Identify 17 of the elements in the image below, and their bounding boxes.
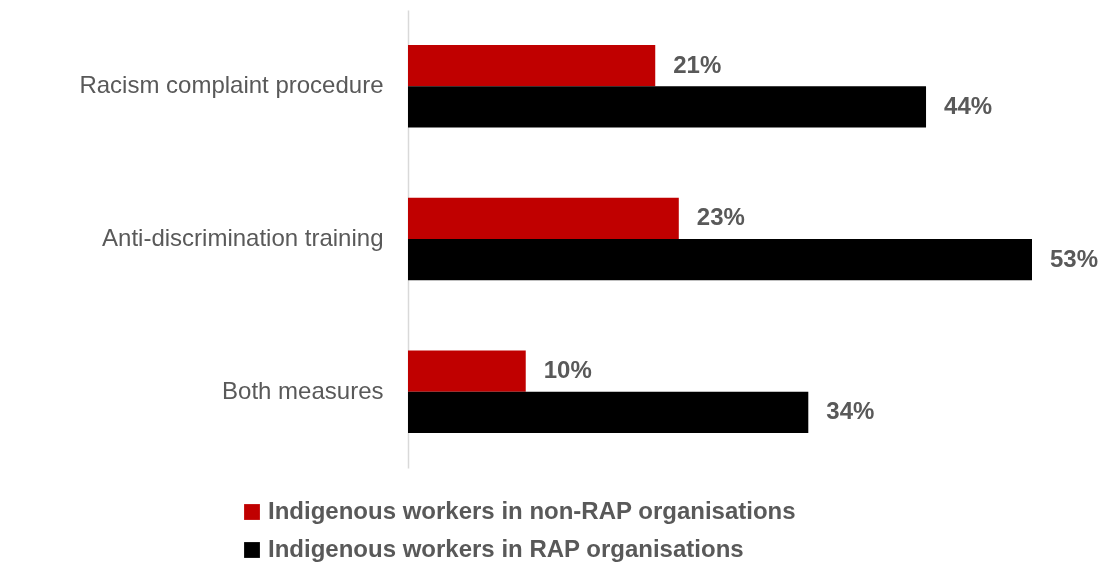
y-tick-label: Both measures [222, 376, 384, 404]
data-label: 10% [543, 356, 592, 384]
legend-label: Indigenous workers in non-RAP organisations [268, 497, 796, 524]
y-tick-label: Anti-discrimination training [102, 224, 384, 251]
data-label: 34% [826, 397, 875, 425]
legend-label: Indigenous workers in RAP organisations [268, 535, 744, 562]
bar [408, 350, 526, 392]
bar [408, 391, 809, 433]
bar [408, 86, 927, 128]
bar [408, 197, 679, 239]
data-label: 53% [1050, 244, 1099, 272]
bar [408, 45, 656, 87]
y-tick-label: Racism complaint procedure [79, 71, 384, 99]
bar [408, 239, 1032, 281]
data-label: 44% [944, 91, 993, 119]
data-label: 23% [696, 203, 745, 231]
data-label: 21% [673, 50, 722, 78]
